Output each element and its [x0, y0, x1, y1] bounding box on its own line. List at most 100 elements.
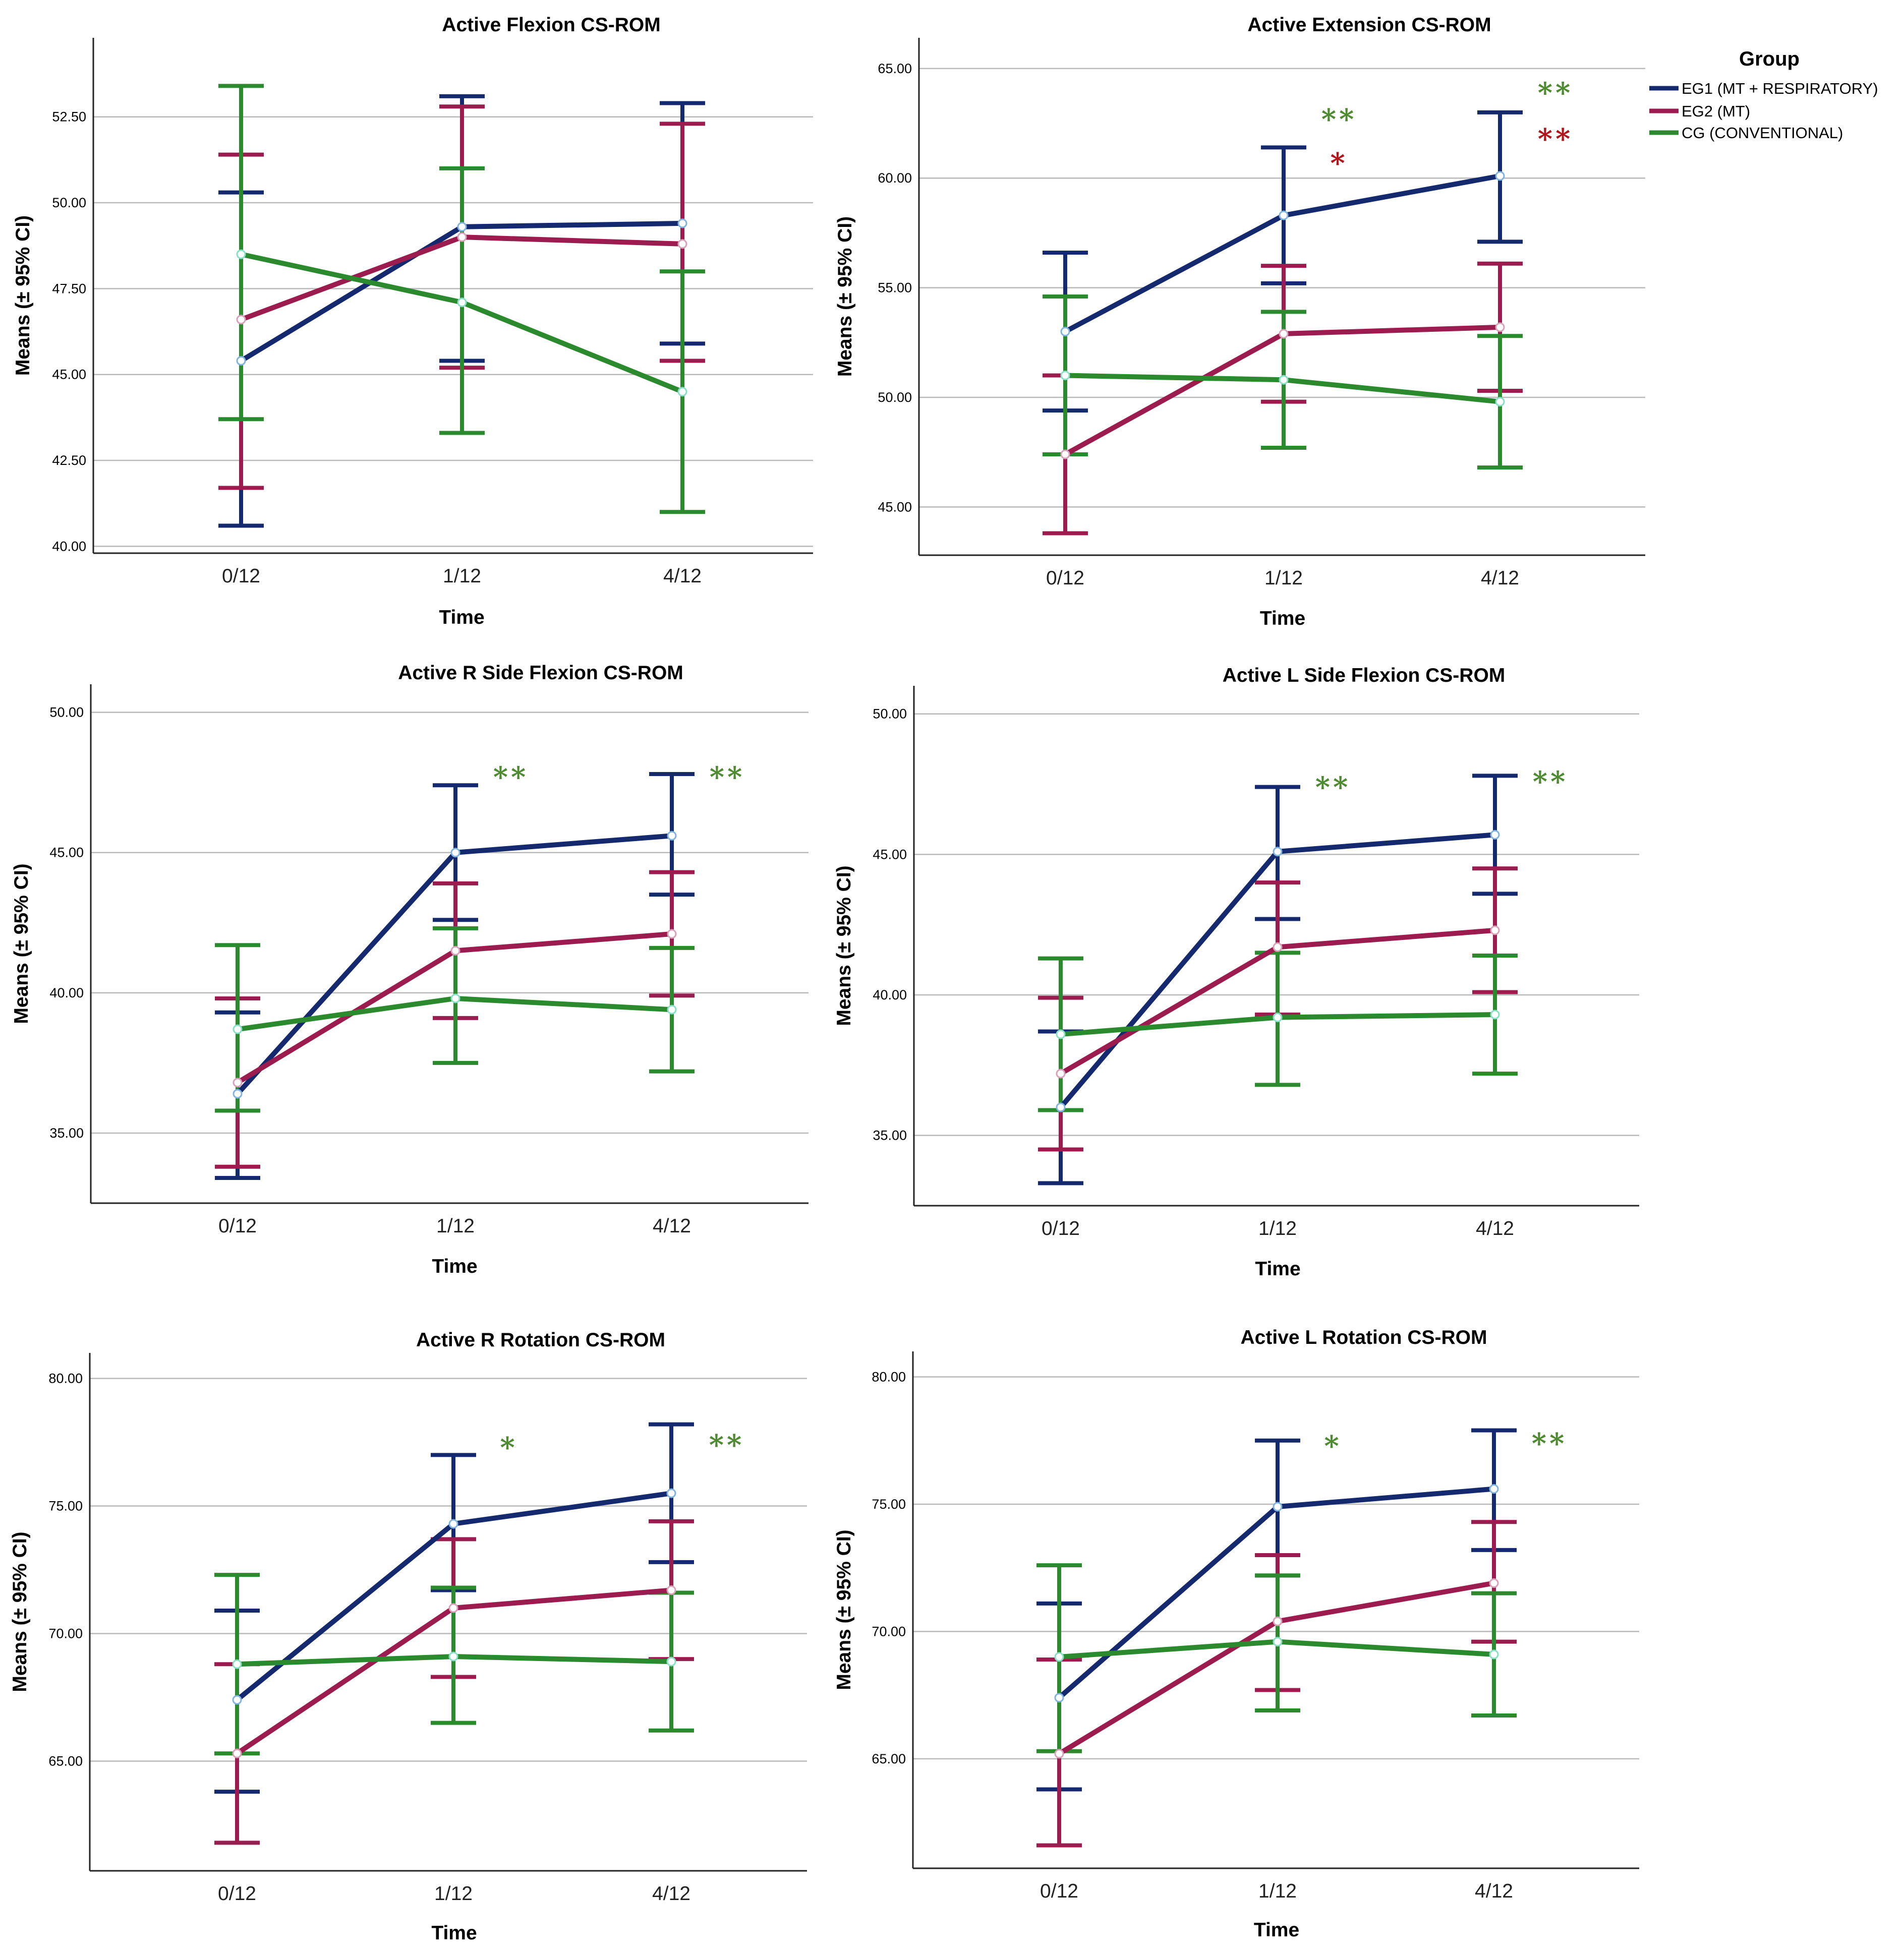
- chart-panel: 35.00 40.00 45.00 50.00 Active L Side Flexio…: [833, 665, 1639, 1280]
- data-point: [666, 1488, 676, 1498]
- data-point: [236, 356, 246, 366]
- y-tick-label: 40.00: [49, 985, 84, 1000]
- significance-marker: **: [710, 761, 745, 794]
- y-tick-label: 50.00: [49, 705, 84, 720]
- data-point: [1490, 925, 1500, 935]
- data-point: [233, 1078, 243, 1088]
- y-tick-label: 75.00: [872, 1497, 906, 1512]
- x-tick-label: 4/12: [652, 1883, 690, 1905]
- y-tick-label: 35.00: [49, 1126, 84, 1141]
- significance-marker: **: [1538, 123, 1574, 156]
- y-tick-label: 35.00: [873, 1128, 907, 1143]
- data-point: [666, 1656, 676, 1667]
- x-axis-title: Time: [1255, 1258, 1300, 1280]
- data-point: [1495, 322, 1505, 332]
- data-point: [1489, 1649, 1499, 1660]
- data-point: [667, 929, 677, 939]
- y-tick-label: 80.00: [872, 1369, 906, 1384]
- data-point: [457, 222, 467, 232]
- x-tick-label: 1/12: [1264, 567, 1303, 589]
- x-tick-label: 1/12: [434, 1883, 473, 1905]
- data-point: [677, 218, 687, 228]
- chart-panel: 65.00 70.00 75.00 80.00 Active L Rotation CS…: [833, 1327, 1639, 1941]
- data-point: [450, 993, 460, 1003]
- data-point: [1495, 397, 1505, 407]
- x-tick-label: 0/12: [218, 1883, 256, 1905]
- chart-panel: 35.00 40.00 45.00 50.00 Active R Side Flexio…: [11, 662, 809, 1277]
- y-axis-title: Means (± 95% CI): [833, 865, 855, 1026]
- y-tick-label: 45.00: [878, 499, 912, 514]
- data-point: [1054, 1693, 1064, 1703]
- data-point: [1273, 1637, 1283, 1647]
- data-point: [236, 249, 246, 259]
- y-axis-title: Means (± 95% CI): [9, 1531, 31, 1692]
- data-point: [1279, 210, 1289, 220]
- y-tick-label: 65.00: [48, 1753, 83, 1768]
- y-tick-label: 40.00: [873, 987, 907, 1002]
- y-tick-label: 55.00: [878, 280, 912, 295]
- data-point: [667, 1004, 677, 1015]
- x-tick-label: 0/12: [1046, 567, 1084, 589]
- chart-panel: 40.00 42.50 45.00 47.50 50.00 52.50 Active Fle…: [12, 14, 813, 628]
- data-point: [1060, 327, 1070, 337]
- chart-title: Active Extension CS-ROM: [1247, 14, 1491, 36]
- x-axis-title: Time: [1254, 1919, 1299, 1941]
- chart-panel: 45.00 50.00 55.00 60.00 65.00 Active Extensio…: [834, 14, 1645, 629]
- data-point: [1273, 1502, 1283, 1512]
- y-axis-title: Means (± 95% CI): [12, 215, 34, 376]
- y-tick-label: 45.00: [52, 367, 86, 382]
- x-tick-label: 0/12: [1042, 1218, 1080, 1239]
- data-point: [1273, 1616, 1283, 1626]
- y-tick-label: 47.50: [52, 281, 86, 296]
- x-tick-label: 1/12: [443, 565, 481, 587]
- y-tick-label: 45.00: [49, 845, 84, 860]
- y-tick-label: 50.00: [873, 706, 907, 722]
- data-point: [232, 1748, 242, 1758]
- x-tick-label: 1/12: [1258, 1880, 1297, 1902]
- chart-title: Active L Rotation CS-ROM: [1241, 1327, 1487, 1348]
- significance-marker: **: [1321, 103, 1357, 136]
- data-point: [1056, 1102, 1066, 1112]
- x-tick-label: 0/12: [1040, 1880, 1078, 1902]
- data-point: [450, 848, 460, 858]
- x-tick-label: 4/12: [1481, 567, 1519, 589]
- chart-panels: 40.00 42.50 45.00 47.50 50.00 52.50 Active Fle…: [9, 14, 1645, 1944]
- data-point: [457, 232, 467, 242]
- data-point: [1489, 1484, 1499, 1494]
- y-tick-label: 40.00: [52, 539, 86, 554]
- significance-marker: **: [1532, 1427, 1568, 1460]
- data-point: [1056, 1069, 1066, 1079]
- y-tick-label: 70.00: [872, 1624, 906, 1639]
- y-tick-label: 65.00: [872, 1751, 906, 1766]
- y-tick-label: 50.00: [878, 390, 912, 405]
- y-tick-label: 60.00: [878, 170, 912, 186]
- legend-item: CG (CONVENTIONAL): [1649, 124, 1843, 142]
- data-point: [677, 387, 687, 397]
- data-point: [233, 1089, 243, 1099]
- y-tick-label: 52.50: [52, 109, 86, 125]
- significance-marker: *: [1330, 147, 1348, 180]
- chart-title: Active R Rotation CS-ROM: [416, 1329, 665, 1351]
- y-tick-label: 45.00: [873, 847, 907, 862]
- data-point: [232, 1659, 242, 1669]
- data-point: [1054, 1652, 1064, 1662]
- significance-marker: *: [1324, 1430, 1342, 1463]
- legend: Group EG1 (MT + RESPIRATORY) EG2 (MT) CG…: [1649, 48, 1878, 142]
- x-tick-label: 4/12: [1476, 1218, 1514, 1239]
- significance-marker: **: [709, 1429, 745, 1462]
- data-point: [233, 1024, 243, 1034]
- x-axis-title: Time: [431, 1922, 477, 1944]
- legend-item: EG2 (MT): [1649, 102, 1750, 120]
- data-point: [1495, 171, 1505, 181]
- data-point: [448, 1651, 458, 1662]
- y-tick-label: 65.00: [878, 61, 912, 76]
- data-point: [1273, 942, 1283, 952]
- significance-marker: **: [1533, 765, 1569, 798]
- chart-title: Active Flexion CS-ROM: [442, 14, 660, 36]
- legend-label: EG2 (MT): [1682, 102, 1750, 120]
- y-axis-title: Means (± 95% CI): [11, 863, 32, 1024]
- y-tick-label: 50.00: [52, 195, 86, 210]
- significance-marker: **: [1538, 77, 1574, 110]
- data-point: [1490, 830, 1500, 840]
- legend-label: CG (CONVENTIONAL): [1682, 124, 1843, 142]
